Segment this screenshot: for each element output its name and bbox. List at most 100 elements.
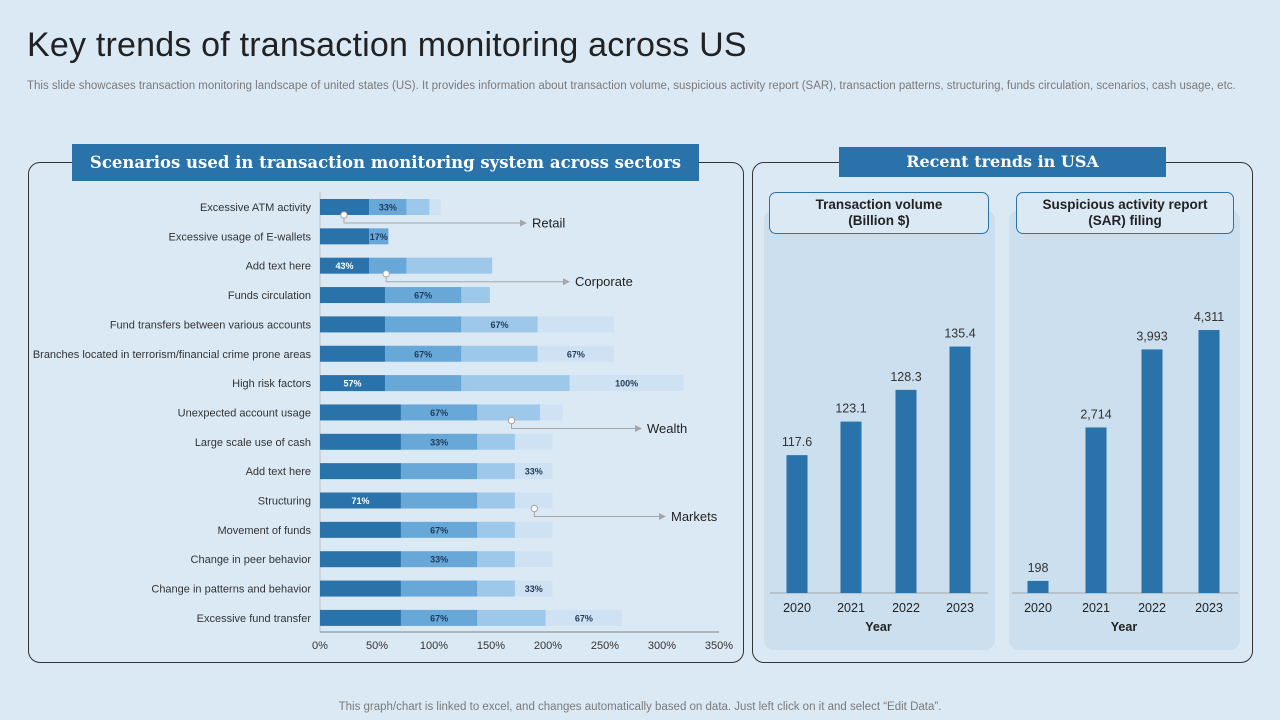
category-label: Add text here: [246, 261, 311, 273]
x-tick-label: 200%: [534, 640, 562, 652]
x-tick-label: 0%: [312, 640, 328, 652]
callout-marker: [530, 504, 539, 513]
bar-segment-wealth: [477, 551, 515, 568]
slide-subtitle: This slide showcases transaction monitor…: [27, 80, 1236, 92]
bar-segment-wealth: [477, 609, 546, 626]
category-label: Change in peer behavior: [191, 554, 312, 566]
category-label: Fund transfers between various accounts: [110, 319, 312, 331]
bar-segment-retail: [320, 375, 385, 392]
bar-segment-wealth: [461, 316, 538, 333]
bar-segment-retail: [320, 433, 401, 450]
bar-segment-markets: [514, 580, 553, 597]
sar-value-label: 4,311: [1194, 310, 1224, 324]
bar-segment-markets: [514, 492, 553, 509]
bar-segment-markets: [545, 609, 623, 626]
bar-segment-wealth: [477, 463, 515, 480]
callout-label: Markets: [671, 509, 718, 524]
sar-value-label: 3,993: [1136, 329, 1167, 343]
data-label: 67%: [567, 349, 585, 359]
bar-segment-retail: [320, 609, 401, 626]
bar-segment-retail: [320, 404, 401, 421]
bar-segment-corporate: [369, 199, 407, 215]
data-label: 67%: [430, 408, 448, 418]
bar-segment-corporate: [400, 521, 478, 538]
data-label: 33%: [525, 467, 543, 477]
bar-segment-corporate: [369, 228, 389, 245]
bar-segment-retail: [320, 463, 401, 480]
bar-segment-wealth: [477, 433, 515, 450]
callout-line: [511, 423, 636, 429]
bar-segment-corporate: [400, 404, 478, 421]
scenarios-heading: Scenarios used in transaction monitoring…: [72, 144, 699, 181]
volume-year-label: 2022: [892, 601, 920, 615]
callout-line: [533, 511, 660, 517]
callout-marker: [340, 211, 348, 219]
callout-marker: [382, 270, 390, 278]
callout-label: Wealth: [647, 421, 687, 436]
sar-bar: [1141, 349, 1163, 593]
category-label: Movement of funds: [217, 525, 311, 537]
volume-bar: [895, 389, 917, 593]
category-label: Branches located in terrorism/financial …: [33, 349, 312, 361]
bar-segment-markets: [514, 521, 553, 538]
volume-bar: [840, 421, 862, 593]
bar-segment-wealth: [461, 375, 570, 392]
sar-filing-heading: Suspicious activity report (SAR) filing: [1016, 192, 1234, 234]
bar-segment-markets: [429, 199, 441, 215]
bar-segment-corporate: [400, 433, 478, 450]
callout-arrow: [563, 278, 570, 286]
data-label: 33%: [379, 203, 397, 213]
volume-value-label: 128.3: [890, 370, 921, 384]
data-label: 43%: [336, 261, 354, 271]
callout-arrow: [635, 424, 642, 432]
bar-segment-corporate: [400, 580, 478, 597]
bar-segment-wealth: [461, 345, 538, 362]
sar-value-label: 2,714: [1080, 407, 1111, 421]
bar-segment-markets: [537, 316, 615, 333]
data-label: 33%: [525, 584, 543, 594]
bar-segment-markets: [540, 404, 563, 421]
data-label: 67%: [414, 291, 432, 301]
bar-segment-wealth: [406, 199, 430, 215]
volume-value-label: 135.4: [944, 327, 975, 341]
category-label: Large scale use of cash: [195, 437, 311, 449]
data-label: 100%: [615, 379, 638, 389]
sar-bar: [1085, 427, 1107, 593]
data-label: 33%: [430, 555, 448, 565]
bar-segment-retail: [320, 345, 385, 362]
bar-segment-retail: [320, 199, 370, 215]
category-label: Excessive ATM activity: [200, 202, 312, 214]
bar-segment-wealth: [477, 580, 515, 597]
category-label: Add text here: [246, 466, 311, 478]
x-tick-label: 50%: [366, 640, 388, 652]
slide-footer: This graph/chart is linked to excel, and…: [338, 701, 942, 713]
bar-segment-corporate: [400, 609, 478, 626]
bar-segment-wealth: [406, 257, 493, 274]
bar-segment-corporate: [400, 492, 478, 509]
callout-label: Corporate: [575, 274, 633, 289]
volume-x-axis-title: Year: [865, 620, 892, 634]
sar-year-label: 2021: [1082, 601, 1110, 615]
bar-segment-corporate: [400, 463, 478, 480]
volume-bar: [786, 455, 808, 593]
data-label: 67%: [430, 613, 448, 623]
volume-year-label: 2023: [946, 601, 974, 615]
bar-segment-corporate: [400, 551, 478, 568]
bar-segment-wealth: [461, 287, 490, 304]
bar-segment-retail: [320, 257, 370, 274]
category-label: Excessive usage of E-wallets: [169, 231, 312, 243]
bar-segment-markets: [514, 433, 553, 450]
sar-year-label: 2022: [1138, 601, 1166, 615]
bar-segment-corporate: [369, 257, 407, 274]
sar-bar: [1027, 580, 1049, 593]
transaction-volume-heading: Transaction volume (Billion $): [769, 192, 989, 234]
volume-year-label: 2020: [783, 601, 811, 615]
data-label: 17%: [370, 232, 388, 242]
data-label: 67%: [430, 525, 448, 535]
bar-segment-corporate: [384, 287, 462, 304]
sar-bar: [1198, 330, 1220, 593]
x-tick-label: 350%: [705, 640, 733, 652]
bar-segment-retail: [320, 580, 401, 597]
recent-trends-heading: Recent trends in USA: [839, 147, 1166, 177]
bar-segment-markets: [514, 551, 553, 568]
